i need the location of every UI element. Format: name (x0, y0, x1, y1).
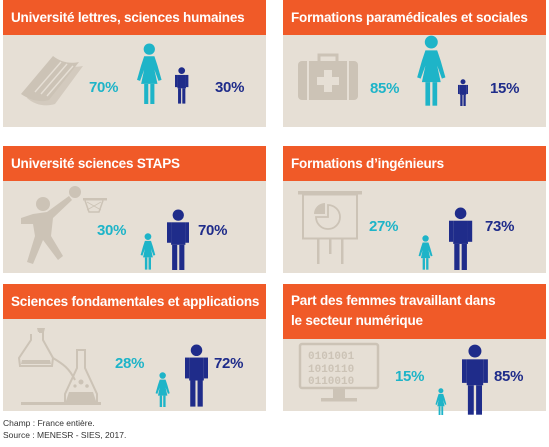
male-figure-icon (175, 67, 189, 104)
panel-title: Part des femmes travaillant dans le sect… (283, 284, 546, 339)
panel-title: Formations paramédicales et sociales (283, 0, 546, 35)
binary-monitor-icon: 0101001 1010110 0110010 (298, 342, 380, 402)
male-figure-icon (449, 207, 473, 271)
panel-title-line: Formations d’ingénieurs (291, 156, 444, 171)
men-percentage: 15% (490, 80, 520, 97)
panel-title: Université lettres, sciences humaines (3, 0, 266, 35)
panel-title: Sciences fondamentales et applications (3, 284, 266, 319)
male-figure-icon (184, 344, 208, 407)
female-figure-icon (435, 387, 447, 415)
panel-sciences-staps: Université sciences STAPS 30% 70% (3, 146, 266, 273)
female-figure-icon (140, 233, 156, 270)
female-figure-icon (155, 371, 171, 408)
male-figure-icon (458, 78, 468, 106)
svg-text:0110010: 0110010 (308, 376, 354, 388)
men-percentage: 72% (214, 355, 244, 372)
svg-text:1010110: 1010110 (308, 364, 354, 376)
panel-lettres-sciences-humaines: Université lettres, sciences humaines 70… (3, 0, 266, 127)
panel-secteur-numerique: Part des femmes travaillant dans le sect… (283, 284, 546, 415)
presentation-board-icon (298, 191, 362, 264)
women-percentage: 70% (89, 79, 119, 96)
female-figure-icon (416, 35, 446, 106)
men-percentage: 70% (198, 222, 228, 239)
lab-flasks-icon (17, 328, 101, 405)
panel-title-line: Université lettres, sciences humaines (11, 10, 245, 25)
men-percentage: 30% (215, 79, 245, 96)
panel-title-line: Formations paramédicales et sociales (291, 10, 528, 25)
panel-title: Formations d’ingénieurs (283, 146, 546, 181)
women-percentage: 30% (97, 222, 127, 239)
panel-formations-paramedicales: Formations paramédicales et sociales 85%… (283, 0, 546, 127)
book-icon (21, 56, 83, 106)
women-percentage: 28% (115, 355, 145, 372)
female-figure-icon (419, 235, 433, 270)
panel-title-line: Université sciences STAPS (11, 156, 180, 171)
svg-text:0101001: 0101001 (308, 351, 355, 363)
panel-title-line: Sciences fondamentales et applications (11, 294, 260, 309)
panel-title-line: Part des femmes travaillant dans (291, 293, 496, 308)
women-percentage: 15% (395, 368, 425, 385)
men-percentage: 85% (494, 368, 524, 385)
female-figure-icon (136, 43, 162, 104)
panel-title-line: le secteur numérique (291, 313, 423, 328)
panel-sciences-fondamentales: Sciences fondamentales et applications 2… (3, 284, 266, 411)
women-percentage: 27% (369, 218, 399, 235)
men-percentage: 73% (485, 218, 515, 235)
basketball-player-icon (21, 186, 107, 264)
footer-source: Source : MENESR - SIES, 2017. (3, 430, 127, 440)
women-percentage: 85% (370, 80, 400, 97)
male-figure-icon (166, 209, 190, 270)
first-aid-kit-icon (298, 53, 358, 100)
footer-scope: Champ : France entière. (3, 418, 95, 428)
male-figure-icon (462, 344, 488, 415)
panel-formations-ingenieurs: Formations d’ingénieurs 27% 73% (283, 146, 546, 273)
panel-title: Université sciences STAPS (3, 146, 266, 181)
